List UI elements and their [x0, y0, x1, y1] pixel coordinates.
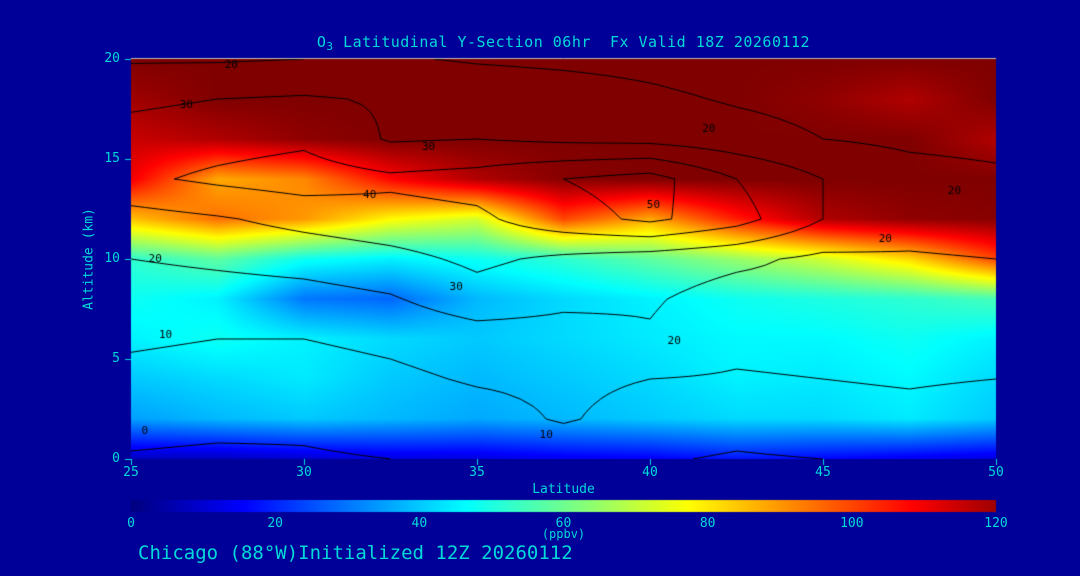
x-axis-label: Latitude — [532, 482, 595, 497]
x-tick-label: 45 — [815, 465, 831, 480]
x-tick-label: 50 — [988, 465, 1004, 480]
title-species-subscript: 3 — [326, 40, 334, 53]
y-tick-label: 0 — [112, 451, 120, 466]
colorbar-tick-label: 0 — [127, 516, 135, 531]
colorbar-label: (ppbv) — [541, 527, 586, 541]
x-tick-label: 40 — [642, 465, 658, 480]
y-tick-label: 15 — [104, 151, 120, 166]
colorbar-tick-label: 120 — [984, 516, 1008, 531]
y-tick-label: 20 — [104, 51, 120, 66]
colorbar-tick-label: 60 — [555, 516, 572, 531]
x-tick-label: 35 — [469, 465, 485, 480]
chart-title: O3 Latitudinal Y-Section 06hr Fx Valid 1… — [131, 33, 996, 53]
x-tick-label: 30 — [296, 465, 312, 480]
colorbar-tick-label: 20 — [267, 516, 283, 531]
colorbar-tick-label: 100 — [840, 516, 864, 531]
colorbar-tick-label: 80 — [699, 516, 716, 531]
caption: Chicago (88°W)Initialized 12Z 20260112 — [138, 542, 573, 564]
title-species: O — [316, 33, 327, 51]
y-tick-label: 10 — [104, 251, 120, 266]
colorbar-tick-label: 40 — [411, 516, 428, 531]
title-text: Latitudinal Y-Section 06hr Fx Valid 18Z … — [333, 33, 811, 51]
x-tick-label: 25 — [123, 465, 139, 480]
y-tick-label: 5 — [112, 351, 120, 366]
